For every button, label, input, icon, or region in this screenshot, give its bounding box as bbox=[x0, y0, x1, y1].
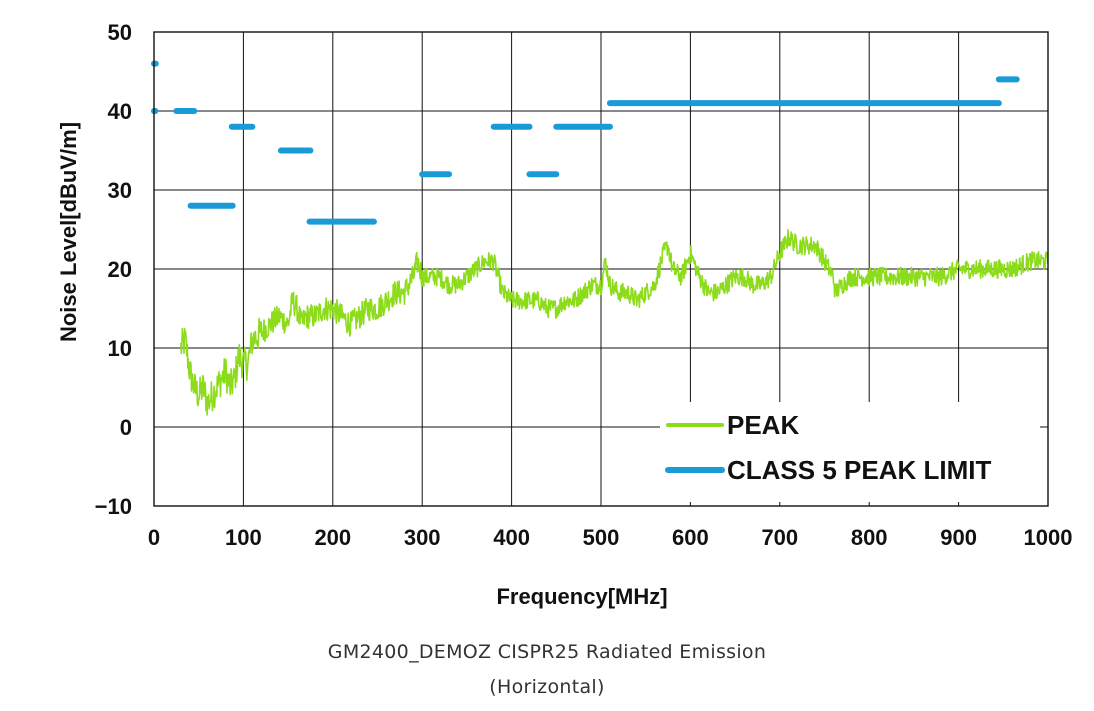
x-tick-label: 1000 bbox=[1024, 525, 1073, 550]
caption-subtitle: (Horizontal) bbox=[489, 676, 605, 698]
y-tick-label: 40 bbox=[108, 99, 132, 124]
x-axis-label: Frequency[MHz] bbox=[496, 584, 667, 609]
x-tick-labels: 0 100 200 300 400 500 600 700 800 900 1000 bbox=[148, 525, 1073, 550]
legend: PEAK CLASS 5 PEAK LIMIT bbox=[660, 402, 1040, 502]
x-tick-label: 0 bbox=[148, 525, 160, 550]
y-tick-label: −10 bbox=[95, 494, 132, 519]
chart: 0 100 200 300 400 500 600 700 800 900 1000 −10 0 10 2… bbox=[56, 20, 1073, 609]
peak-trace bbox=[180, 229, 1049, 416]
x-tick-label: 400 bbox=[493, 525, 530, 550]
y-tick-label: 10 bbox=[108, 336, 132, 361]
plot-frame bbox=[153, 31, 1049, 507]
caption-title: GM2400_DEMOZ CISPR25 Radiated Emission bbox=[327, 641, 767, 663]
legend-box bbox=[660, 402, 1040, 502]
x-tick-label: 700 bbox=[761, 525, 798, 550]
x-tick-label: 500 bbox=[583, 525, 620, 550]
y-axis-label: Noise Level[dBuV/m] bbox=[56, 122, 81, 342]
x-tick-label: 200 bbox=[314, 525, 351, 550]
y-tick-label: 50 bbox=[108, 20, 132, 45]
legend-limit-label: CLASS 5 PEAK LIMIT bbox=[727, 455, 991, 485]
x-tick-label: 100 bbox=[225, 525, 262, 550]
x-tick-label: 900 bbox=[940, 525, 977, 550]
x-tick-label: 300 bbox=[404, 525, 441, 550]
y-tick-label: 20 bbox=[108, 257, 132, 282]
legend-peak-label: PEAK bbox=[727, 410, 799, 440]
x-tick-label: 800 bbox=[851, 525, 888, 550]
y-tick-label: 30 bbox=[108, 178, 132, 203]
y-tick-label: 0 bbox=[120, 415, 132, 440]
x-tick-label: 600 bbox=[672, 525, 709, 550]
y-tick-labels: −10 0 10 20 30 40 50 bbox=[95, 20, 132, 519]
series-peak bbox=[180, 229, 1049, 416]
series-limit bbox=[151, 60, 1020, 225]
